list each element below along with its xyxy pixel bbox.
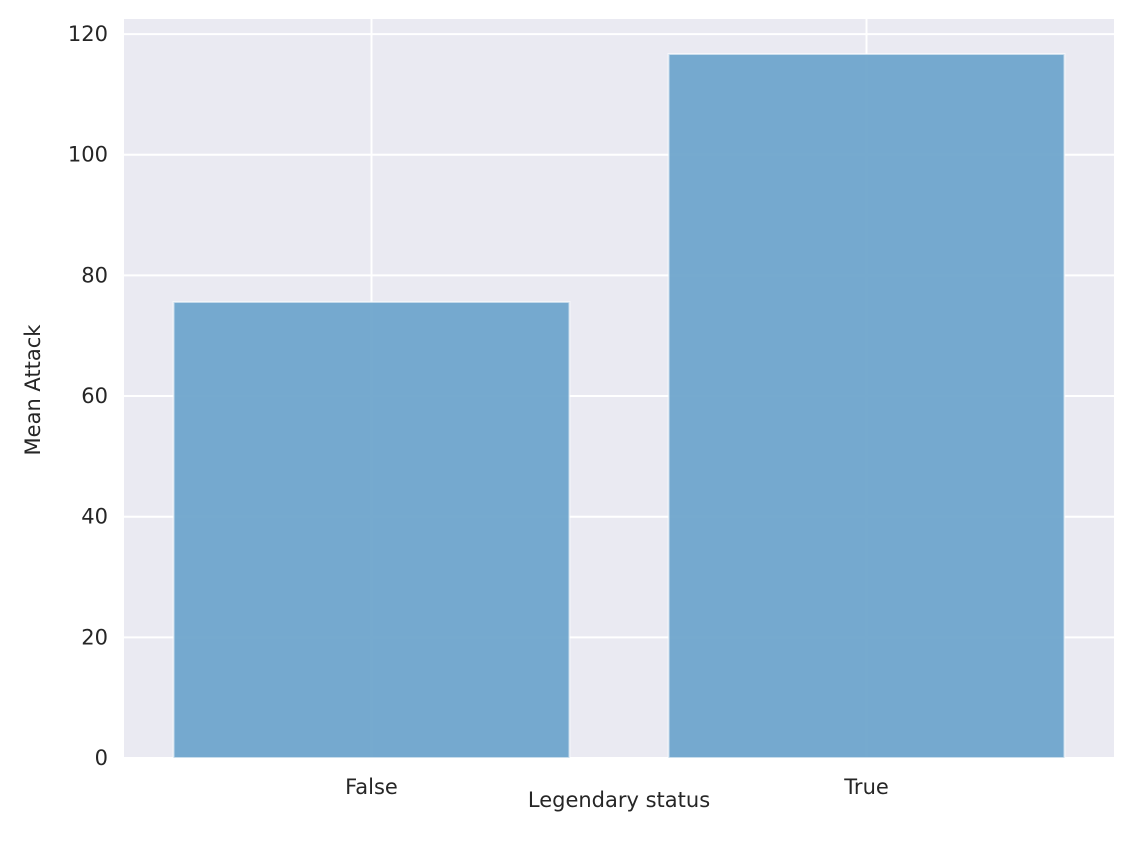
y-tick-label: 20 [81, 625, 108, 649]
x-axis-label: Legendary status [528, 788, 710, 812]
y-tick-label: 40 [81, 505, 108, 529]
y-tick-label: 120 [68, 22, 108, 46]
y-tick-labels: 0 20 40 60 80 100 120 [68, 22, 108, 770]
y-tick-label: 100 [68, 143, 108, 167]
x-tick-labels: False True [345, 775, 889, 799]
y-tick-label: 80 [81, 263, 108, 287]
y-tick-label: 0 [95, 746, 108, 770]
bars [172, 52, 1066, 760]
bar-true [667, 52, 1066, 760]
y-tick-label: 60 [81, 384, 108, 408]
y-axis-label: Mean Attack [21, 324, 45, 456]
x-tick-label: False [345, 775, 398, 799]
bar-false [172, 300, 571, 759]
x-tick-label: True [843, 775, 889, 799]
